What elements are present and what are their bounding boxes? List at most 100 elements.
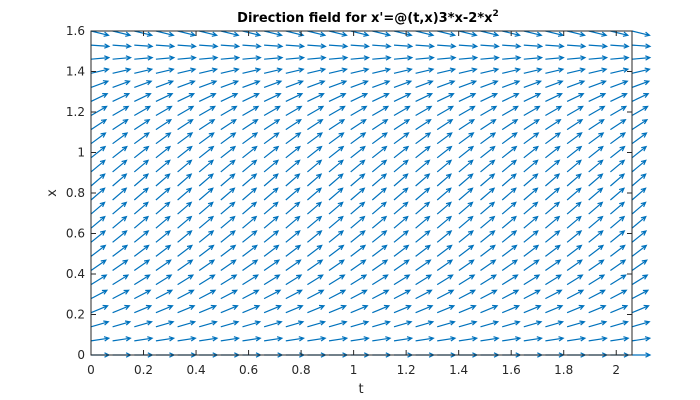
direction-arrow — [263, 93, 282, 102]
direction-arrow — [263, 145, 280, 159]
direction-arrow — [545, 215, 561, 229]
direction-arrow — [177, 145, 193, 159]
direction-arrow — [458, 289, 477, 300]
direction-arrow — [610, 289, 628, 300]
direction-arrow — [307, 244, 323, 257]
direction-arrow — [328, 336, 349, 342]
direction-arrow — [631, 259, 648, 271]
direction-arrow — [523, 215, 539, 229]
direction-arrow — [155, 215, 171, 229]
direction-arrow — [350, 173, 366, 187]
direction-arrow — [285, 215, 301, 229]
direction-arrow — [631, 187, 647, 201]
direction-arrow — [307, 259, 324, 271]
direction-arrow — [263, 215, 279, 229]
direction-arrow — [610, 244, 626, 257]
direction-arrow — [415, 259, 432, 271]
direction-arrow — [220, 230, 236, 243]
direction-arrow — [502, 43, 522, 49]
direction-arrow — [199, 67, 219, 74]
direction-arrow — [393, 201, 409, 215]
direction-arrow — [436, 93, 455, 102]
direction-arrow — [285, 230, 301, 243]
direction-arrow — [502, 336, 522, 342]
direction-arrow — [155, 55, 176, 61]
direction-arrow — [242, 67, 262, 74]
direction-arrow — [436, 118, 454, 131]
direction-arrow — [588, 259, 605, 271]
x-tick-label: 0.8 — [292, 363, 311, 377]
direction-arrow — [285, 93, 304, 102]
direction-arrow — [134, 93, 152, 102]
direction-arrow — [501, 132, 518, 145]
direction-arrow — [545, 55, 565, 61]
direction-arrow — [631, 244, 648, 257]
direction-arrow — [415, 304, 434, 314]
direction-arrow — [134, 67, 154, 74]
direction-arrow — [263, 201, 279, 215]
direction-arrow — [198, 159, 215, 173]
x-tick-label: 1.6 — [502, 363, 521, 377]
direction-arrow — [177, 259, 194, 271]
direction-arrow — [242, 80, 261, 88]
direction-arrow — [307, 55, 327, 61]
direction-arrow — [328, 187, 344, 201]
direction-arrow — [610, 201, 626, 215]
direction-arrow — [242, 55, 262, 61]
direction-arrow — [307, 320, 327, 328]
direction-arrow — [393, 320, 413, 328]
direction-arrow — [177, 55, 197, 61]
direction-arrow — [437, 43, 457, 49]
direction-arrow — [371, 118, 389, 131]
direction-arrow — [155, 289, 174, 300]
direction-arrow — [588, 159, 604, 173]
direction-arrow — [610, 274, 627, 286]
direction-arrow — [263, 187, 279, 201]
direction-arrow — [545, 67, 565, 74]
direction-arrow — [631, 304, 650, 314]
direction-arrow — [112, 132, 129, 145]
direction-arrow — [567, 336, 587, 342]
direction-arrow — [480, 215, 496, 229]
direction-arrow — [90, 145, 107, 159]
direction-arrow — [610, 93, 628, 102]
direction-arrow — [220, 132, 237, 145]
direction-arrow — [393, 67, 413, 74]
direction-arrow — [566, 304, 585, 314]
direction-arrow — [458, 55, 479, 61]
direction-arrow — [371, 159, 388, 173]
direction-arrow — [436, 201, 452, 215]
direction-arrow — [588, 274, 606, 286]
direction-arrow — [155, 274, 173, 286]
direction-arrow — [90, 55, 111, 61]
direction-arrow — [220, 105, 238, 117]
direction-arrow — [436, 132, 453, 145]
direction-arrow — [350, 230, 366, 243]
direction-arrow — [566, 215, 582, 229]
direction-arrow — [588, 201, 604, 215]
direction-arrow — [350, 43, 370, 49]
direction-arrow — [393, 159, 409, 173]
direction-arrow — [372, 30, 392, 37]
direction-arrow — [588, 132, 605, 145]
direction-arrow — [610, 230, 626, 243]
direction-arrow — [458, 201, 474, 215]
direction-arrow — [328, 43, 349, 49]
direction-arrow — [220, 244, 237, 257]
direction-arrow — [631, 159, 647, 173]
direction-arrow — [436, 105, 455, 117]
direction-arrow — [177, 173, 193, 187]
direction-arrow — [242, 43, 262, 49]
direction-arrow — [328, 274, 346, 286]
direction-arrow — [328, 30, 348, 37]
direction-arrow — [501, 80, 521, 88]
direction-arrow — [393, 187, 409, 201]
direction-arrow — [523, 230, 539, 243]
direction-arrow — [133, 244, 150, 257]
direction-arrow — [90, 43, 111, 49]
direction-arrow — [631, 43, 652, 49]
direction-arrow — [566, 30, 586, 37]
direction-arrow — [588, 215, 604, 229]
direction-arrow — [610, 30, 630, 37]
direction-arrow — [610, 55, 630, 61]
